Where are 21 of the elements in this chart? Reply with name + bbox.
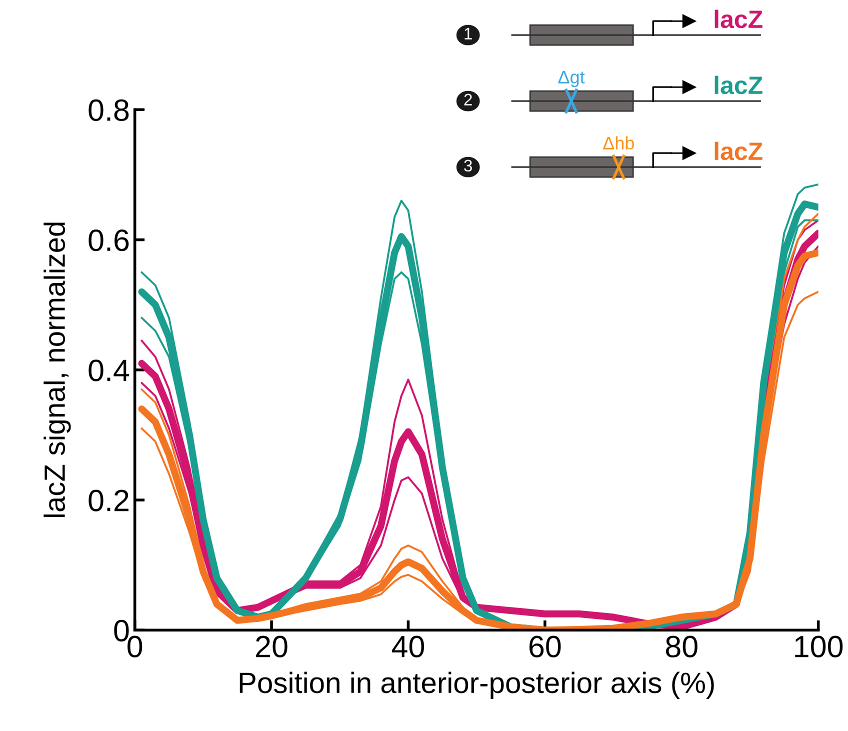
text: Δgt <box>558 70 585 88</box>
annotation: 3 <box>464 160 472 172</box>
y-tick-label: 0.2 <box>88 490 128 512</box>
x-tick-label: 40 <box>392 636 424 658</box>
x-tick-label: 100 <box>795 636 843 658</box>
text: 2 <box>464 94 472 106</box>
x-tick-label: 80 <box>666 636 698 658</box>
y-tick-label: 0.4 <box>88 360 130 382</box>
x-axis-title: Position in anterior-posterior axis (%) <box>240 672 714 699</box>
annotation: Δhb <box>603 136 634 150</box>
x-tick-label: 20 <box>256 636 288 658</box>
x-tick-label: 0 <box>128 636 142 658</box>
y-tick-label: 0 <box>114 620 129 642</box>
text: lacZ <box>714 142 762 160</box>
text: lacZ <box>714 76 762 94</box>
text: 1 <box>464 28 472 40</box>
y-axis-title: lacZ signal, normalized <box>44 222 71 518</box>
y-tick-label: 0.8 <box>88 99 129 122</box>
text: lacZ <box>714 10 762 28</box>
y-tick-label: 0.6 <box>88 230 129 252</box>
x-tick-label: 60 <box>529 636 561 658</box>
